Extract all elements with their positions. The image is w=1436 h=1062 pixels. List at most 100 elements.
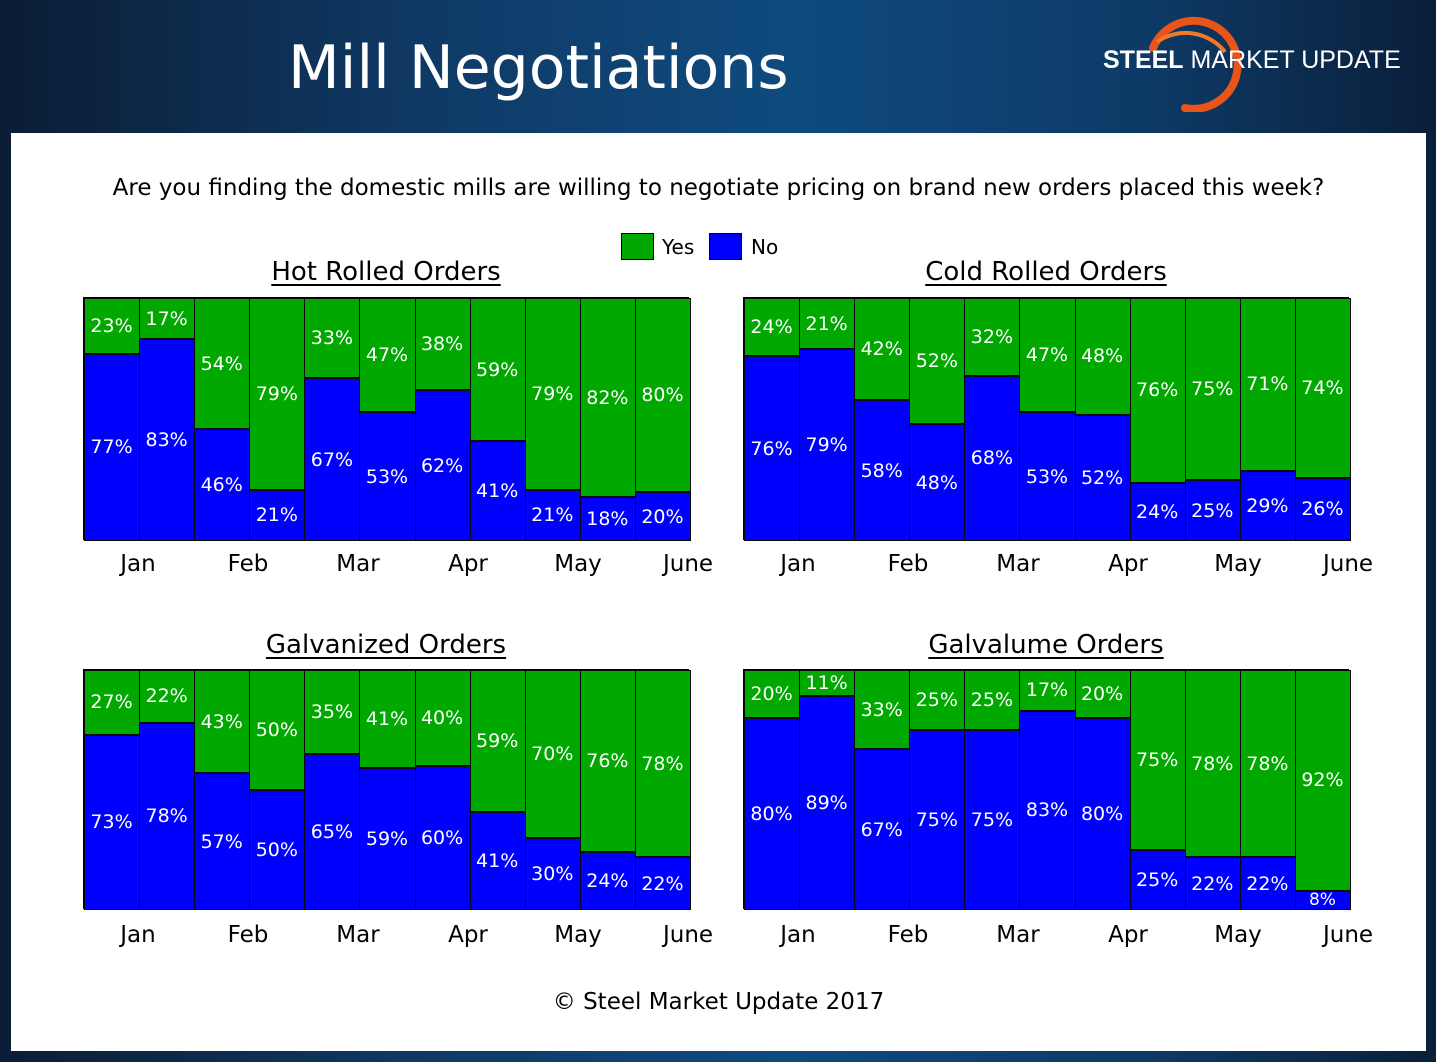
x-tick-label: June (662, 551, 714, 577)
legend-no-swatch (709, 233, 742, 260)
data-label-no: 67% (860, 818, 903, 841)
data-label-no: 26% (1301, 498, 1344, 521)
x-tick-label: June (1322, 551, 1374, 577)
bar-no-segment (469, 441, 526, 541)
data-label-no: 52% (1080, 466, 1124, 489)
bar-no-segment (414, 766, 471, 910)
bar-yes-segment (634, 298, 691, 493)
data-label-no: 78% (145, 805, 188, 828)
chart-panel: Are you finding the domestic mills are w… (11, 133, 1426, 1051)
bar-yes-segment (139, 670, 196, 723)
chart-title: Cold Rolled Orders (925, 257, 1167, 287)
data-label-no: 50% (255, 839, 298, 861)
bar-yes-segment (744, 298, 801, 357)
x-tick-label: Feb (887, 551, 929, 577)
data-label-yes: 78% (641, 752, 684, 775)
data-label-yes: 33% (310, 327, 354, 350)
bar-no-segment (1074, 414, 1131, 541)
data-label-no: 59% (365, 828, 409, 851)
bar-no-segment (194, 773, 251, 910)
bar-no-segment (194, 429, 251, 541)
chart-title: Hot Rolled Orders (271, 257, 501, 287)
data-label-no: 83% (145, 429, 188, 452)
bar-yes-segment (1074, 298, 1131, 415)
data-label-yes: 42% (860, 338, 903, 361)
data-label-no: 22% (1246, 872, 1289, 895)
bar-no-segment (414, 390, 471, 541)
data-label-yes: 48% (1080, 345, 1124, 368)
bar-yes-segment (909, 670, 966, 730)
survey-question: Are you finding the domestic mills are w… (112, 175, 1325, 201)
data-label-no: 89% (805, 792, 848, 815)
x-tick-label: May (554, 551, 602, 577)
bar-no-segment (964, 730, 1021, 910)
data-label-yes: 76% (586, 750, 629, 773)
data-label-no: 68% (970, 447, 1014, 470)
data-label-no: 76% (750, 437, 793, 460)
legend-no-label: No (751, 235, 779, 259)
data-label-yes: 41% (365, 708, 409, 731)
data-label-yes: 79% (255, 382, 298, 405)
data-label-no: 8% (1308, 890, 1336, 911)
data-label-no: 75% (915, 809, 958, 831)
data-label-yes: 52% (915, 350, 958, 373)
bar-yes-segment (249, 298, 306, 490)
bar-yes-segment (1239, 298, 1296, 471)
bar-yes-segment (1074, 670, 1131, 718)
data-label-no: 25% (1136, 869, 1179, 891)
data-label-no: 75% (970, 809, 1014, 831)
data-label-no: 41% (476, 849, 519, 872)
x-tick-label: Jan (780, 551, 816, 577)
data-label-yes: 17% (145, 307, 188, 330)
data-label-no: 24% (586, 870, 629, 893)
bar-yes-segment (359, 670, 416, 769)
chart-title: Galvalume Orders (928, 630, 1164, 660)
data-label-no: 57% (200, 830, 243, 853)
bar-yes-segment (854, 670, 911, 750)
data-label-no: 21% (531, 504, 574, 527)
bar-yes-segment (964, 298, 1021, 376)
data-label-yes: 50% (255, 719, 298, 741)
x-tick-label: Apr (448, 922, 488, 948)
data-label-yes: 32% (970, 325, 1014, 348)
bar-yes-segment (359, 298, 416, 413)
bar-yes-segment (1019, 298, 1076, 413)
stacked-bar-plot: 27% 73% 22% 78% 43% 57% 50% 50% 35% 65% 41% 59% 40% 6… (83, 669, 691, 910)
data-label-yes: 47% (1025, 344, 1069, 367)
data-label-no: 46% (200, 474, 243, 497)
x-tick-label: June (1322, 922, 1374, 948)
bar-no-segment (1019, 412, 1076, 541)
x-tick-label: Feb (887, 922, 929, 948)
data-label-yes: 25% (915, 689, 958, 711)
data-label-yes: 74% (1301, 376, 1344, 399)
data-label-yes: 43% (200, 710, 243, 733)
data-label-no: 60% (420, 827, 464, 849)
data-label-no: 73% (90, 811, 133, 834)
data-label-yes: 23% (90, 314, 133, 337)
data-label-yes: 70% (531, 743, 574, 765)
data-label-no: 79% (805, 434, 848, 456)
x-tick-label: Mar (996, 922, 1040, 948)
data-label-no: 25% (1191, 499, 1234, 522)
x-tick-label: Jan (120, 922, 156, 948)
bar-yes-segment (579, 670, 636, 853)
data-label-yes: 22% (145, 685, 188, 708)
bar-no-segment (304, 754, 361, 910)
bar-no-segment (634, 857, 691, 910)
x-tick-label: Mar (336, 922, 380, 948)
data-label-no: 48% (915, 471, 958, 494)
bar-no-segment (579, 852, 636, 910)
data-label-yes: 20% (1080, 683, 1124, 705)
bar-no-segment (1184, 480, 1241, 541)
bar-no-segment (1239, 857, 1296, 910)
bar-no-segment (909, 424, 966, 541)
data-label-yes: 40% (420, 707, 464, 729)
bar-yes-segment (414, 298, 471, 391)
data-label-no: 58% (860, 459, 903, 482)
data-label-no: 65% (310, 821, 354, 843)
data-label-yes: 92% (1301, 769, 1344, 792)
bar-yes-segment (194, 298, 251, 430)
data-label-no: 83% (1025, 799, 1069, 822)
bar-yes-segment (799, 670, 856, 697)
bar-no-segment (1239, 470, 1296, 541)
